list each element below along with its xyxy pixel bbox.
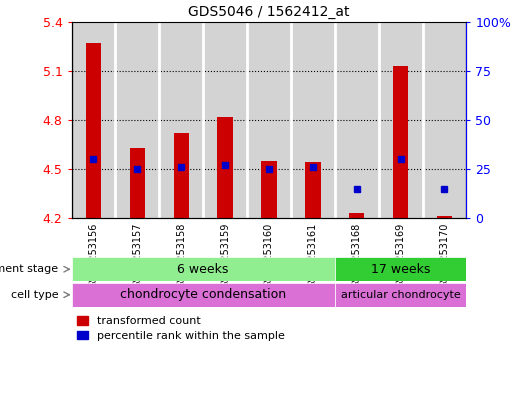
Bar xyxy=(393,66,408,218)
Bar xyxy=(335,22,378,218)
Bar xyxy=(335,257,466,281)
Bar xyxy=(72,257,335,281)
Bar xyxy=(291,22,335,218)
Bar xyxy=(305,162,321,218)
Text: articular chondrocyte: articular chondrocyte xyxy=(341,290,461,300)
Text: 17 weeks: 17 weeks xyxy=(371,263,430,276)
Title: GDS5046 / 1562412_at: GDS5046 / 1562412_at xyxy=(188,5,350,19)
Bar xyxy=(116,22,160,218)
Bar xyxy=(173,133,189,218)
Text: development stage: development stage xyxy=(0,264,58,274)
Text: chondrocyte condensation: chondrocyte condensation xyxy=(120,288,286,301)
Bar xyxy=(217,117,233,218)
Bar xyxy=(247,22,291,218)
Bar xyxy=(203,22,247,218)
Text: 6 weeks: 6 weeks xyxy=(178,263,229,276)
Bar xyxy=(335,283,466,307)
Bar xyxy=(261,161,277,218)
Bar xyxy=(72,283,335,307)
Text: cell type: cell type xyxy=(11,290,58,300)
Bar xyxy=(72,22,116,218)
Bar xyxy=(160,22,203,218)
Legend: transformed count, percentile rank within the sample: transformed count, percentile rank withi… xyxy=(77,316,285,341)
Bar xyxy=(437,217,452,218)
Bar xyxy=(378,22,422,218)
Bar xyxy=(422,22,466,218)
Bar xyxy=(130,148,145,218)
Bar xyxy=(86,43,101,218)
Bar xyxy=(349,213,365,218)
